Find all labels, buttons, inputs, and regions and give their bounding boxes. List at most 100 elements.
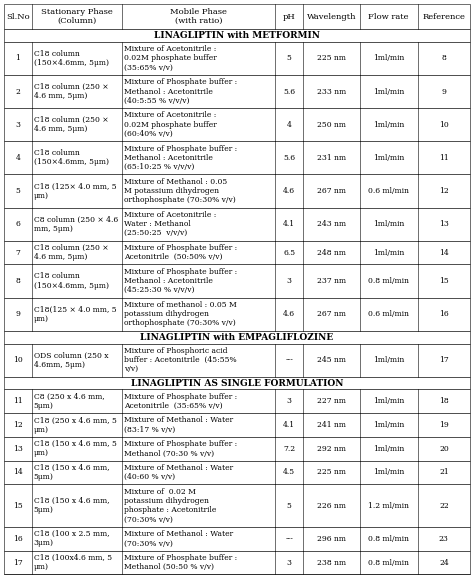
Text: 4: 4	[15, 154, 20, 162]
Text: 1: 1	[15, 54, 20, 63]
Text: 225 nm: 225 nm	[317, 468, 346, 477]
Text: 3: 3	[15, 120, 20, 129]
Text: 1ml/min: 1ml/min	[373, 87, 404, 96]
Text: 227 nm: 227 nm	[317, 397, 346, 405]
Bar	[4, 377, 470, 390]
Text: C18(125 × 4.0 mm, 5
μm): C18(125 × 4.0 mm, 5 μm)	[34, 306, 116, 323]
Text: 3: 3	[287, 277, 292, 285]
Text: C18 column
(150×4.6mm, 5μm): C18 column (150×4.6mm, 5μm)	[34, 272, 109, 290]
Text: 241 nm: 241 nm	[317, 421, 346, 429]
Text: 226 nm: 226 nm	[317, 501, 346, 510]
Text: 231 nm: 231 nm	[317, 154, 346, 162]
Text: C8 column (250 × 4.6
mm, 5μm): C8 column (250 × 4.6 mm, 5μm)	[34, 215, 118, 233]
Text: 9: 9	[441, 87, 447, 96]
Text: LINAGLIPTIN with EMPAGLIFLOZINE: LINAGLIPTIN with EMPAGLIFLOZINE	[140, 332, 334, 342]
Text: 14: 14	[13, 468, 23, 477]
Bar	[4, 343, 470, 377]
Text: 1ml/min: 1ml/min	[373, 356, 404, 364]
Text: 1ml/min: 1ml/min	[373, 248, 404, 256]
Text: LINAGLIPTIN AS SINGLE FORMULATION: LINAGLIPTIN AS SINGLE FORMULATION	[131, 379, 343, 387]
Text: 1ml/min: 1ml/min	[373, 468, 404, 477]
Text: 250 nm: 250 nm	[317, 120, 346, 129]
Text: ---: ---	[285, 535, 293, 543]
Bar	[4, 42, 470, 75]
Text: Mixture of Phosphate buffer :
Acetonitrile  (35:65% v/v): Mixture of Phosphate buffer : Acetonitri…	[124, 393, 237, 410]
Text: 1ml/min: 1ml/min	[373, 220, 404, 228]
Bar	[4, 141, 470, 174]
Text: 1ml/min: 1ml/min	[373, 397, 404, 405]
Bar	[4, 241, 470, 265]
Bar	[4, 108, 470, 141]
Text: Mixture of  0.02 M
potassium dihydrogen
phosphate : Acetonitrile
(70:30% v/v): Mixture of 0.02 M potassium dihydrogen p…	[124, 488, 216, 523]
Text: 17: 17	[13, 559, 23, 566]
Bar	[4, 485, 470, 527]
Text: 5: 5	[15, 187, 20, 195]
Text: 233 nm: 233 nm	[317, 87, 346, 96]
Text: C8 (250 x 4.6 mm,
5μm): C8 (250 x 4.6 mm, 5μm)	[34, 393, 104, 410]
Text: Mixture of Acetonitrile :
Water : Methanol
(25:50:25  v/v/v): Mixture of Acetonitrile : Water : Methan…	[124, 211, 216, 237]
Text: 1.2 ml/min: 1.2 ml/min	[368, 501, 409, 510]
Text: Mixture of Methanol : 0.05
M potassium dihydrogen
orthophosphate (70:30% v/v): Mixture of Methanol : 0.05 M potassium d…	[124, 178, 236, 204]
Text: Mixture of Phosphate buffer :
Methanol : Acetonitrile
(40:5:55 % v/v/v): Mixture of Phosphate buffer : Methanol :…	[124, 78, 237, 105]
Bar	[4, 437, 470, 461]
Text: 1ml/min: 1ml/min	[373, 120, 404, 129]
Text: Mixture of Phosphoric acid
buffer : Acetonitrile  (45:55%
v/v): Mixture of Phosphoric acid buffer : Acet…	[124, 347, 237, 373]
Text: Mixture of Phosphate buffer :
Methanol : Acetonitrile
(45:25:30 % v/v/v): Mixture of Phosphate buffer : Methanol :…	[124, 268, 237, 294]
Bar	[4, 390, 470, 413]
Text: Mixture of Phosphate buffer :
Acetonitrile  (50:50% v/v): Mixture of Phosphate buffer : Acetonitri…	[124, 244, 237, 261]
Text: 0.6 ml/min: 0.6 ml/min	[368, 310, 409, 318]
Text: C18 (150 x 4.6 mm, 5
μm): C18 (150 x 4.6 mm, 5 μm)	[34, 440, 117, 457]
Text: 4.5: 4.5	[283, 468, 295, 477]
Text: Reference: Reference	[422, 13, 465, 20]
Bar	[4, 75, 470, 108]
Text: 15: 15	[439, 277, 449, 285]
Text: C18 (125× 4.0 mm, 5
μm): C18 (125× 4.0 mm, 5 μm)	[34, 182, 116, 200]
Text: 4.6: 4.6	[283, 310, 295, 318]
Text: 0.8 ml/min: 0.8 ml/min	[368, 559, 409, 566]
Text: Mixture of Methanol : Water
(40:60 % v/v): Mixture of Methanol : Water (40:60 % v/v…	[124, 464, 233, 481]
Bar	[4, 298, 470, 331]
Text: 292 nm: 292 nm	[317, 445, 346, 453]
Text: 23: 23	[439, 535, 449, 543]
Text: 7: 7	[15, 248, 20, 256]
Text: 10: 10	[439, 120, 449, 129]
Text: 14: 14	[439, 248, 449, 256]
Text: 4.1: 4.1	[283, 421, 295, 429]
Text: Wavelength: Wavelength	[307, 13, 356, 20]
Text: 17: 17	[439, 356, 449, 364]
Text: 13: 13	[13, 445, 23, 453]
Text: 5: 5	[287, 54, 292, 63]
Text: 16: 16	[13, 535, 23, 543]
Text: 225 nm: 225 nm	[317, 54, 346, 63]
Text: pH: pH	[283, 13, 295, 20]
Text: LINAGLIPTIN with METFORMIN: LINAGLIPTIN with METFORMIN	[154, 31, 320, 40]
Text: 19: 19	[439, 421, 449, 429]
Text: 1ml/min: 1ml/min	[373, 421, 404, 429]
Text: 1ml/min: 1ml/min	[373, 445, 404, 453]
Text: C18 column (250 ×
4.6 mm, 5μm): C18 column (250 × 4.6 mm, 5μm)	[34, 244, 108, 261]
Text: 0.8 ml/min: 0.8 ml/min	[368, 535, 409, 543]
Text: Sl.No: Sl.No	[6, 13, 29, 20]
Text: 16: 16	[439, 310, 449, 318]
Text: 12: 12	[439, 187, 449, 195]
Text: Mixture of Methanol : Water
(70:30% v/v): Mixture of Methanol : Water (70:30% v/v)	[124, 530, 233, 547]
Text: 5.6: 5.6	[283, 154, 295, 162]
Text: 13: 13	[439, 220, 449, 228]
Text: 1ml/min: 1ml/min	[373, 154, 404, 162]
Text: 6.5: 6.5	[283, 248, 295, 256]
Text: 245 nm: 245 nm	[317, 356, 346, 364]
Text: 15: 15	[13, 501, 23, 510]
Text: 24: 24	[439, 559, 449, 566]
Text: 22: 22	[439, 501, 449, 510]
Text: Flow rate: Flow rate	[368, 13, 409, 20]
Text: 238 nm: 238 nm	[317, 559, 346, 566]
Text: C18 column
(150×4.6mm, 5μm): C18 column (150×4.6mm, 5μm)	[34, 50, 109, 67]
Text: 267 nm: 267 nm	[317, 310, 346, 318]
Text: C18 (150 x 4.6 mm,
5μm): C18 (150 x 4.6 mm, 5μm)	[34, 497, 109, 514]
Text: C18 (150 x 4.6 mm,
5μm): C18 (150 x 4.6 mm, 5μm)	[34, 464, 109, 481]
Bar	[4, 527, 470, 551]
Bar	[4, 174, 470, 207]
Text: 2: 2	[15, 87, 20, 96]
Text: Mixture of Phosphate buffer :
Methanol (70:30 % v/v): Mixture of Phosphate buffer : Methanol (…	[124, 440, 237, 457]
Text: 267 nm: 267 nm	[317, 187, 346, 195]
